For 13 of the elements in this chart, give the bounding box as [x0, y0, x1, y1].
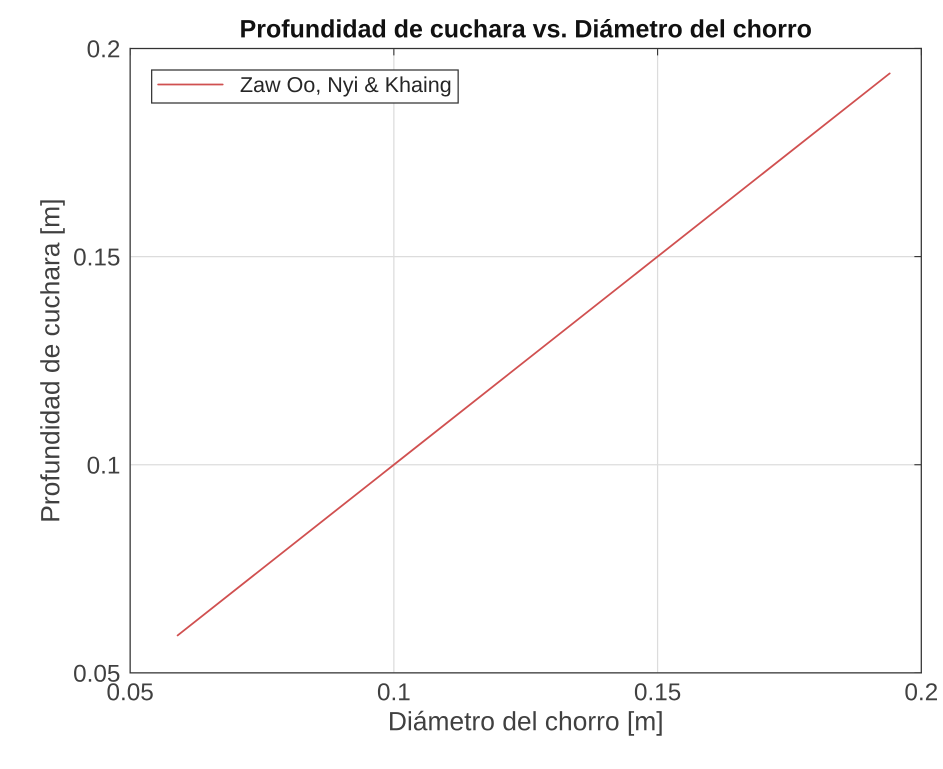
chart-title: Profundidad de cuchara vs. Diámetro del chorro [241, 19, 811, 38]
y-axis-title: Profundidad de cuchara [m] [40, 200, 65, 521]
x-tick-label: 0.2 [905, 683, 937, 700]
x-axis-title: Diámetro del chorro [m] [390, 710, 662, 736]
x-tick-label: 0.05 [107, 683, 153, 700]
x-tick-label: 0.15 [634, 683, 680, 700]
y-tick-label: 0.1 [88, 456, 120, 474]
y-tick-label: 0.15 [74, 248, 120, 266]
x-tick-label: 0.1 [378, 683, 410, 700]
y-tick-label: 0.2 [88, 40, 120, 58]
legend-label: Zaw Oo, Nyi & Khaing [240, 76, 450, 96]
line-series [176, 72, 891, 636]
y-tick-label: 0.05 [74, 664, 120, 682]
